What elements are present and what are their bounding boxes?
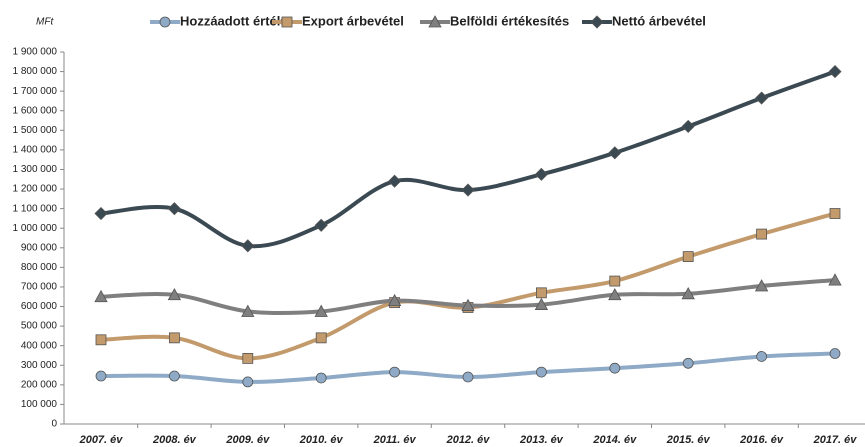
y-tick-label: 1 900 000 [13, 47, 58, 58]
y-tick-label: 400 000 [21, 340, 58, 351]
y-tick-label: 1 100 000 [13, 203, 58, 214]
marker [608, 146, 622, 160]
marker [829, 208, 841, 219]
marker [389, 366, 401, 378]
x-tick-label: 2013. év [519, 434, 564, 446]
y-tick-label: 900 000 [21, 242, 58, 253]
marker [95, 334, 107, 346]
marker [682, 357, 694, 369]
marker [536, 366, 547, 378]
marker [608, 287, 622, 301]
marker [754, 279, 769, 292]
marker [387, 293, 402, 307]
marker [534, 297, 549, 310]
series-line [100, 69, 836, 249]
marker [462, 371, 474, 383]
legend-item: Export árbevétel [272, 13, 404, 28]
y-tick-label: 500 000 [21, 321, 58, 332]
marker [281, 16, 293, 28]
marker [609, 275, 621, 287]
marker [682, 251, 694, 263]
x-tick-label: 2010. év [299, 434, 344, 446]
y-tick-label: 1 600 000 [13, 105, 58, 116]
marker [609, 362, 621, 374]
marker [168, 370, 180, 382]
marker [315, 332, 327, 344]
legend-label: Nettó árbevétel [612, 13, 706, 28]
marker [315, 372, 327, 384]
x-tick-label: 2007. év [79, 434, 124, 446]
marker [94, 289, 108, 303]
marker [167, 287, 182, 301]
legend-label: Hozzáadott érték [180, 13, 285, 28]
y-axis-label: MFt [36, 17, 54, 28]
marker [756, 351, 767, 362]
marker [428, 15, 442, 28]
marker [681, 119, 695, 133]
marker [242, 376, 254, 388]
marker [536, 287, 547, 299]
marker [242, 353, 254, 364]
x-tick-label: 2008. év [152, 434, 197, 446]
y-tick-label: 100 000 [21, 399, 58, 410]
marker [159, 16, 171, 28]
x-tick-label: 2017. év [813, 434, 858, 446]
x-tick-label: 2012. év [446, 434, 491, 446]
marker [388, 174, 402, 188]
marker [167, 202, 181, 216]
marker [755, 91, 769, 105]
y-tick-label: 800 000 [21, 262, 58, 273]
x-tick-label: 2016. év [739, 434, 784, 446]
x-tick-label: 2015. év [666, 434, 711, 446]
marker [241, 239, 255, 253]
x-tick-label: 2011. év [373, 434, 417, 446]
marker [828, 65, 842, 79]
series-line [100, 211, 836, 361]
y-tick-label: 1 200 000 [13, 184, 58, 195]
y-tick-label: 700 000 [21, 282, 58, 293]
marker [590, 15, 604, 29]
y-tick-label: 1 300 000 [13, 164, 58, 175]
y-tick-label: 300 000 [21, 360, 58, 371]
marker [756, 228, 767, 240]
marker [94, 206, 108, 221]
legend-label: Belföldi értékesítés [450, 13, 569, 28]
marker [95, 370, 107, 382]
marker [829, 348, 841, 359]
marker [461, 183, 475, 197]
y-tick-label: 1 400 000 [13, 145, 58, 156]
x-tick-label: 2009. év [225, 434, 270, 446]
y-tick-label: 1 800 000 [13, 66, 58, 77]
x-tick-label: 2014. év [592, 434, 637, 446]
y-tick-label: 1 000 000 [13, 223, 58, 234]
marker [681, 286, 695, 300]
marker [241, 304, 255, 317]
legend-item: Nettó árbevétel [582, 13, 706, 29]
legend-item: Belföldi értékesítés [420, 13, 569, 28]
marker [168, 332, 180, 344]
marker [314, 218, 328, 232]
legend-item: Hozzáadott érték [150, 13, 285, 28]
y-tick-label: 200 000 [21, 379, 58, 390]
y-tick-label: 0 [51, 419, 57, 430]
y-tick-label: 1 700 000 [13, 86, 58, 97]
marker [314, 304, 328, 317]
y-tick-label: 1 500 000 [13, 125, 58, 136]
marker [534, 167, 548, 181]
marker [461, 298, 475, 311]
marker [828, 273, 842, 286]
legend-label: Export árbevétel [302, 13, 404, 28]
y-tick-label: 600 000 [21, 301, 58, 312]
